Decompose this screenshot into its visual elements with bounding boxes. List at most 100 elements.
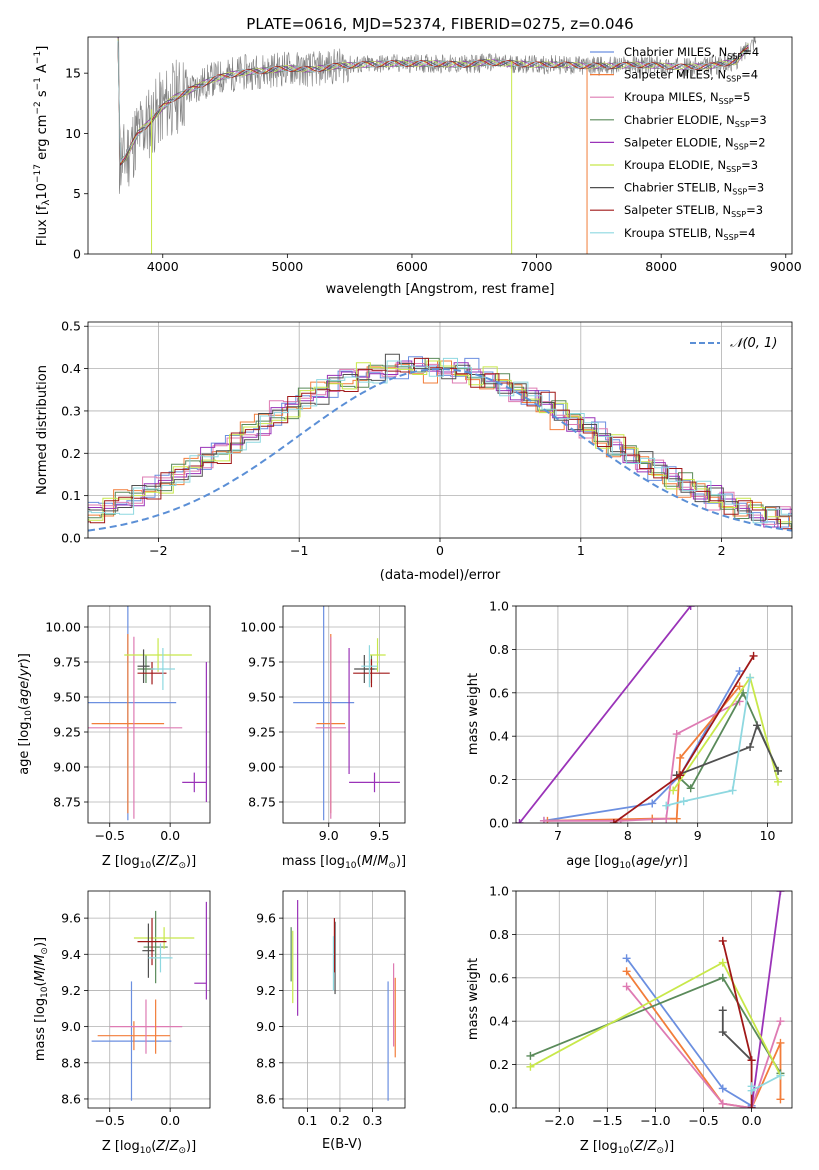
x-tick-label: 8 [624, 828, 632, 843]
weight-line [518, 606, 692, 823]
axes-frame [87, 605, 211, 824]
weight-marker [679, 797, 688, 806]
x-tick-label: −1.5 [592, 1113, 622, 1128]
y-tick-label: 9.50 [53, 690, 81, 705]
legend-label: Chabrier MILES, NSSP=4 [624, 45, 759, 61]
y-tick-label: 9.00 [248, 760, 276, 775]
y-tick-label: 9.6 [61, 911, 81, 926]
normal-legend-label: 𝒩(0, 1) [730, 336, 777, 351]
y-tick-label: 9.4 [61, 947, 81, 962]
weight-marker [676, 771, 685, 780]
weight-marker [718, 1006, 727, 1015]
weight-marker [516, 819, 524, 823]
weight-marker [735, 682, 744, 691]
massweight-vs-metallicity-panel: −2.0 −1.5 −1.0 −0.5 0.0 0.0 0.2 0.4 0.6 0.8 1.0 [489, 884, 793, 1128]
legend-label: Kroupa ELODIE, NSSP=3 [624, 158, 758, 174]
y-tick-label: 8.8 [256, 1055, 276, 1070]
weight-marker [747, 1056, 756, 1065]
weight-marker [718, 958, 727, 967]
weight-line [750, 891, 782, 1108]
histogram-step [88, 360, 792, 527]
weight-line [625, 970, 782, 1108]
y-tick-label: 0.4 [489, 1014, 509, 1029]
weight-marker [718, 1028, 727, 1037]
mass-vs-metallicity-panel: −0.5 0.0 8.6 8.8 9.0 9.2 9.4 9.6 [61, 890, 211, 1128]
weight-marker [648, 799, 657, 808]
weight-marker [776, 1095, 785, 1104]
spectrum-lines [117, 37, 757, 254]
y-tick-label: 0.6 [489, 970, 509, 985]
y-tick-label: 10 [65, 126, 81, 141]
error-bars [91, 901, 207, 1101]
residual-panel: −2 −1 0 1 2 0.0 0.1 0.2 0.3 0.4 0.5 (data-model)/e… [35, 319, 793, 583]
x-tick-label: 5000 [271, 259, 303, 274]
weight-marker [776, 1071, 785, 1080]
histogram-step [88, 356, 792, 528]
y-tick-label: 0.4 [61, 361, 81, 376]
model-fit-line [117, 41, 749, 166]
spectrum-plot-area: 4000 5000 6000 7000 8000 9000 0 5 10 15 [65, 36, 802, 274]
y-tick-label: 0.2 [489, 772, 509, 787]
weight-marker [609, 819, 618, 823]
y-tick-label: 9.75 [53, 655, 81, 670]
y-tick-label: 9.75 [248, 655, 276, 670]
x-tick-label: 8000 [645, 259, 677, 274]
legend-label: Chabrier STELIB, NSSP=3 [624, 181, 764, 197]
weight-line [721, 940, 753, 1108]
normal-curve [88, 367, 792, 532]
legend-label: Salpeter ELODIE, NSSP=2 [624, 135, 766, 151]
weight-marker [747, 1104, 756, 1108]
weight-marker [622, 967, 631, 976]
legend-label: Chabrier ELODIE, NSSP=3 [624, 113, 767, 129]
massz-ylabel: mass [log10(M/M⊙)] [33, 937, 50, 1061]
y-tick-label: 0.0 [489, 816, 509, 831]
observed-spectrum-line [118, 37, 757, 194]
y-tick-label: 0.0 [489, 1101, 509, 1116]
axes-frame [515, 605, 793, 824]
residual-legend: 𝒩(0, 1) [690, 336, 777, 351]
weight-marker [735, 667, 744, 676]
weight-line [543, 670, 741, 822]
histogram-step [88, 362, 792, 525]
y-tick-label: 0.5 [61, 319, 81, 334]
axes-frame [282, 890, 406, 1109]
x-tick-label: 9 [694, 828, 702, 843]
histogram-step [88, 360, 792, 528]
x-tick-label: 9.0 [319, 828, 339, 843]
x-tick-label: −1.0 [640, 1113, 670, 1128]
x-tick-label: 9.5 [370, 828, 390, 843]
weight-marker [749, 651, 758, 660]
x-tick-label: 0.0 [742, 1113, 762, 1128]
x-tick-label: −2 [149, 543, 167, 558]
y-tick-label: 9.50 [248, 690, 276, 705]
y-tick-label: 9.2 [61, 983, 81, 998]
mass-vs-ebv-panel: 0.1 0.2 0.3 8.6 8.8 9.0 9.2 9.4 9.6 [256, 890, 406, 1128]
weight-marker [728, 786, 737, 795]
axes-frame [87, 890, 211, 1109]
y-tick-label: 1.0 [489, 599, 509, 614]
y-tick-label: 0.2 [61, 446, 81, 461]
y-tick-label: 8.75 [248, 795, 276, 810]
y-tick-label: 9.4 [256, 947, 276, 962]
y-tick-label: 8.8 [61, 1055, 81, 1070]
x-tick-label: 6000 [396, 259, 428, 274]
y-tick-label: 9.0 [256, 1019, 276, 1034]
weight-marker [746, 673, 755, 682]
x-tick-label: 9000 [770, 259, 802, 274]
residual-xlabel: (data-model)/error [380, 568, 501, 583]
weight-marker [672, 730, 681, 739]
weight-marker [747, 1086, 756, 1095]
y-tick-label: 0.8 [489, 642, 509, 657]
agez-xlabel: Z [log10(Z/Z⊙)] [102, 854, 196, 871]
weight-marker [718, 1099, 727, 1108]
legend-label: Kroupa STELIB, NSSP=4 [624, 226, 755, 242]
spectrum-panel: PLATE=0616, MJD=52374, FIBERID=0275, z=0… [33, 15, 802, 297]
x-tick-label: 1 [577, 543, 585, 558]
weight-marker [526, 1062, 535, 1071]
error-bars [290, 900, 396, 1101]
x-tick-label: −2.0 [544, 1113, 574, 1128]
y-tick-label: 9.25 [53, 725, 81, 740]
y-tick-label: 15 [65, 66, 81, 81]
weight-marker [622, 954, 631, 963]
x-tick-label: 0.0 [160, 1113, 180, 1128]
